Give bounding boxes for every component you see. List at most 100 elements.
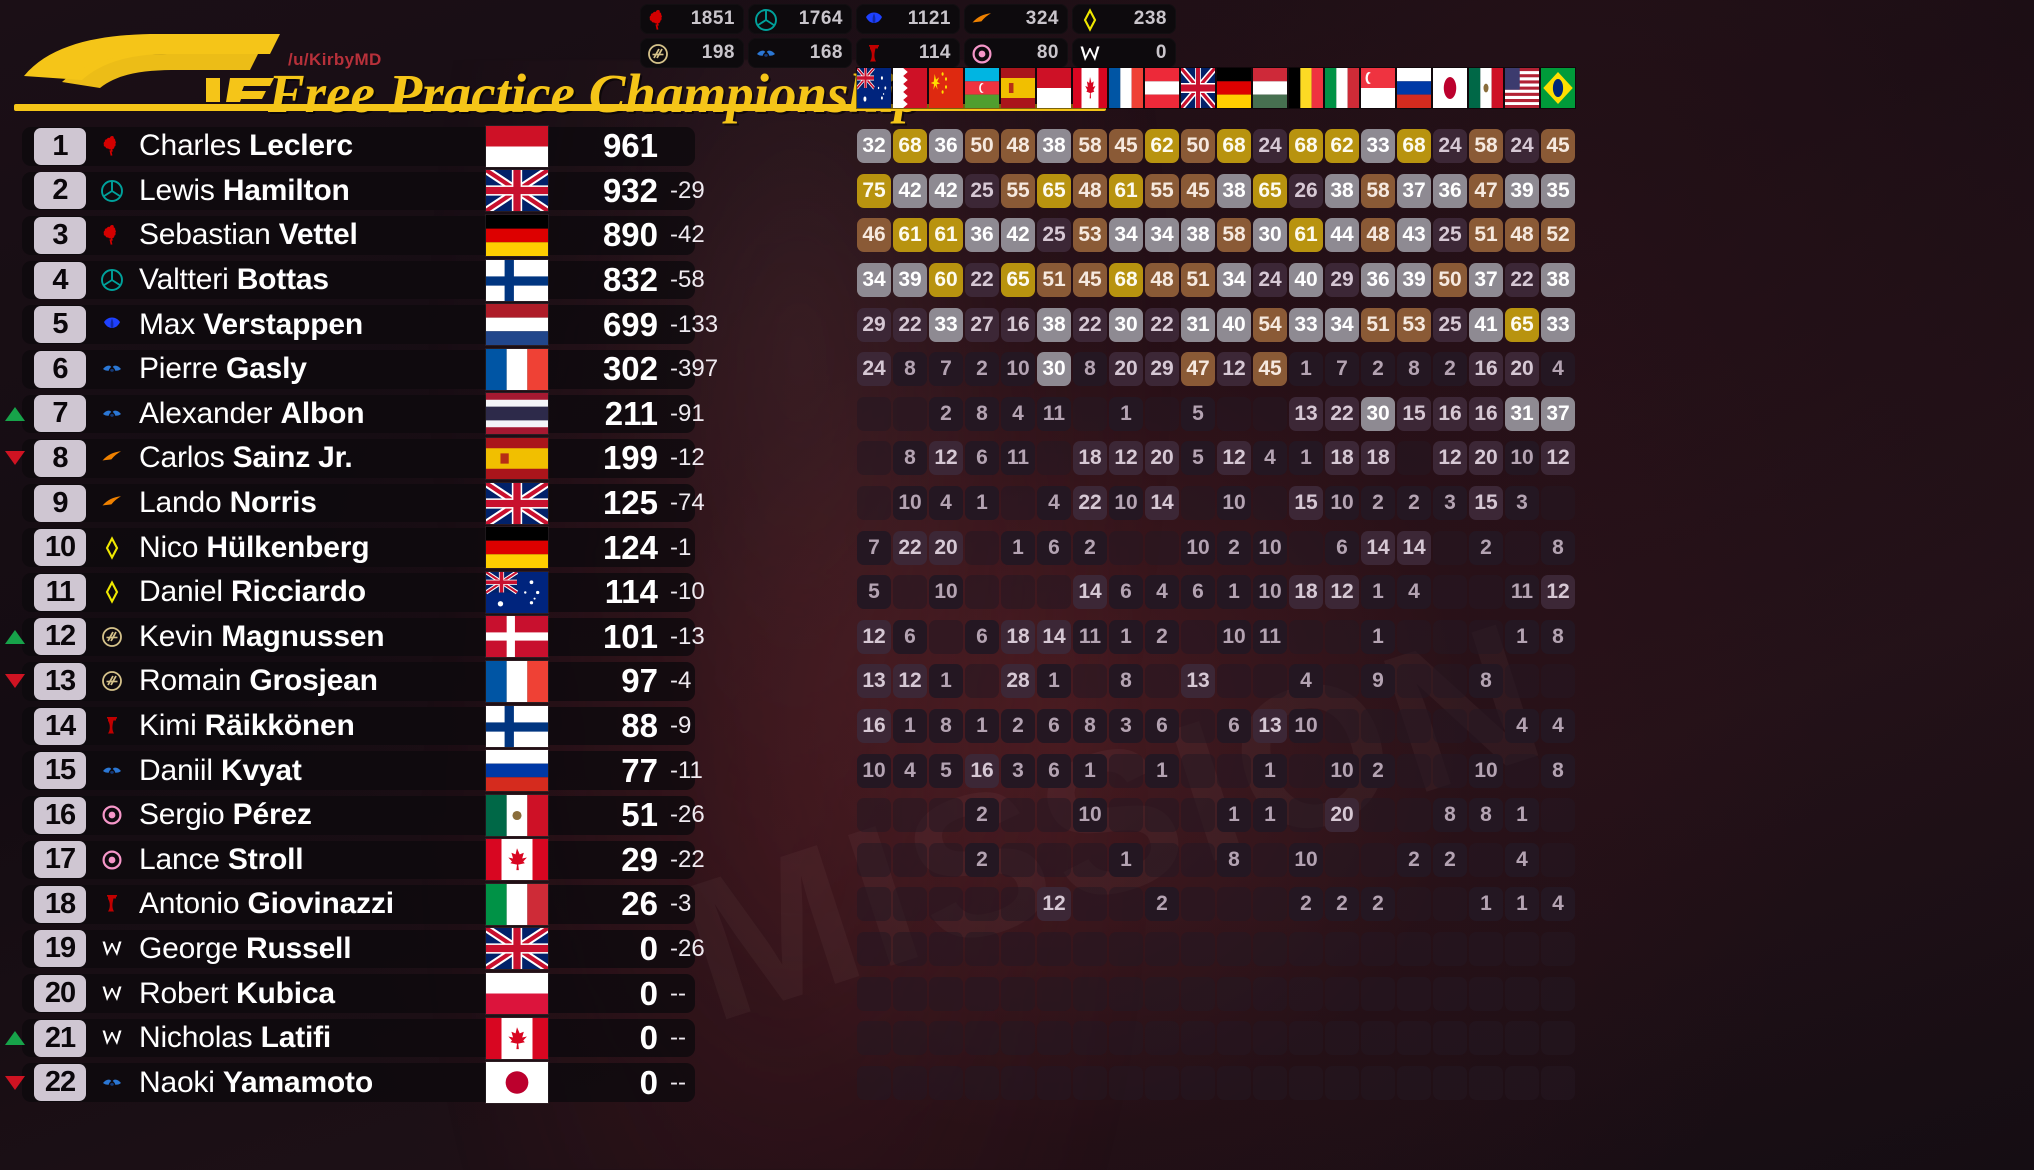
result-cell (1433, 709, 1467, 744)
result-cell (1109, 1065, 1143, 1100)
result-cell: 8 (1073, 709, 1107, 744)
result-cell: 14 (1073, 575, 1107, 610)
tororosso-logo-icon (91, 1068, 133, 1098)
table-row[interactable]: 12 Kevin Magnussen 101 -13 (0, 615, 905, 660)
table-row[interactable]: 22 Naoki Yamamoto 0 -- (0, 1060, 905, 1105)
flag-australia-header[interactable] (857, 68, 891, 108)
table-row[interactable]: 10 Nico Hülkenberg 124 -1 (0, 525, 905, 570)
table-row[interactable]: 17 Lance Stroll 29 -22 (0, 838, 905, 883)
results-row: 75 42 42 25 55 65 48 61 55 45 38 65 26 38 58 37 36 47 39 35 (857, 169, 1575, 214)
table-row[interactable]: 14 Kimi Räikkönen 88 -9 (0, 704, 905, 749)
result-cell (893, 1021, 927, 1056)
flag-azerbaijan-header[interactable] (965, 68, 999, 108)
result-cell: 22 (1505, 263, 1539, 298)
result-cell (1145, 1021, 1179, 1056)
result-cell (1397, 664, 1431, 699)
result-cell: 10 (1469, 753, 1503, 788)
flag-bahrain-header[interactable] (893, 68, 927, 108)
table-row[interactable]: 19 George Russell 0 -26 (0, 927, 905, 972)
flag-austria-header[interactable] (1145, 68, 1179, 108)
result-cell: 29 (1145, 352, 1179, 387)
flag-singapore-header[interactable] (1361, 68, 1395, 108)
result-cell: 8 (1397, 352, 1431, 387)
flag-canada-header[interactable] (1073, 68, 1107, 108)
table-row[interactable]: 15 Daniil Kvyat 77 -11 (0, 748, 905, 793)
result-cell: 6 (965, 441, 999, 476)
flag-monaco-header[interactable] (1037, 68, 1071, 108)
flag-japan-header[interactable] (1433, 68, 1467, 108)
table-row[interactable]: 20 Robert Kubica 0 -- (0, 971, 905, 1016)
flag-belgium-header[interactable] (1289, 68, 1323, 108)
result-cell: 8 (1469, 664, 1503, 699)
result-cell (1433, 664, 1467, 699)
result-cell: 48 (1145, 263, 1179, 298)
result-cell: 58 (1469, 129, 1503, 164)
table-row[interactable]: 18 Antonio Giovinazzi 26 -3 (0, 882, 905, 927)
result-cell (1145, 976, 1179, 1011)
result-cell (1073, 931, 1107, 966)
constructor-pill[interactable]: 168 (748, 38, 852, 68)
driver-name: Pierre Gasly (139, 352, 484, 386)
result-cell: 30 (1361, 396, 1395, 431)
constructor-pill[interactable]: 238 (1072, 4, 1176, 34)
driver-first-name: Kevin (139, 619, 214, 653)
constructor-pill[interactable]: 1121 (856, 4, 960, 34)
flag-brazil-header[interactable] (1541, 68, 1575, 108)
table-row[interactable]: 9 Lando Norris 125 -74 (0, 481, 905, 526)
flag-spain-header[interactable] (1001, 68, 1035, 108)
flag-china-header[interactable] (929, 68, 963, 108)
table-row[interactable]: 6 Pierre Gasly 302 -397 (0, 347, 905, 392)
table-row[interactable]: 16 Sergio Pérez 51 -26 (0, 793, 905, 838)
flag-italy-header[interactable] (1325, 68, 1359, 108)
table-row[interactable]: 21 Nicholas Latifi 0 -- (0, 1016, 905, 1061)
table-row[interactable]: 11 Daniel Ricciardo 114 -10 (0, 570, 905, 615)
flag-russia (486, 750, 548, 792)
result-cell: 50 (1433, 263, 1467, 298)
flag-germany-header[interactable] (1217, 68, 1251, 108)
result-cell (1073, 976, 1107, 1011)
constructor-pill[interactable]: 0 (1072, 38, 1176, 68)
ferrari-logo-icon (91, 220, 133, 250)
result-cell: 48 (1361, 218, 1395, 253)
flag-usa-header[interactable] (1505, 68, 1539, 108)
results-row: 46 61 61 36 42 25 53 34 34 38 58 30 61 44 48 43 25 51 48 52 (857, 213, 1575, 258)
result-cell: 55 (1001, 173, 1035, 208)
result-cell (1397, 753, 1431, 788)
result-cell: 6 (1325, 530, 1359, 565)
result-cell: 2 (1469, 530, 1503, 565)
result-cell (1397, 1021, 1431, 1056)
result-cell: 4 (1145, 575, 1179, 610)
table-row[interactable]: 5 Max Verstappen 699 -133 (0, 302, 905, 347)
flag-italy (486, 883, 548, 925)
table-row[interactable]: 3 Sebastian Vettel 890 -42 (0, 213, 905, 258)
result-cell: 60 (929, 263, 963, 298)
result-cell (1433, 887, 1467, 922)
results-row (857, 1016, 1575, 1061)
position-badge: 13 (34, 662, 86, 700)
constructor-pill[interactable]: 324 (964, 4, 1068, 34)
table-row[interactable]: 2 Lewis Hamilton 932 -29 (0, 169, 905, 214)
constructor-pill[interactable]: 80 (964, 38, 1068, 68)
flag-hungary-header[interactable] (1253, 68, 1287, 108)
flag-russia-header[interactable] (1397, 68, 1431, 108)
constructor-pill[interactable]: 1851 (640, 4, 744, 34)
table-row[interactable]: 4 Valtteri Bottas 832 -58 (0, 258, 905, 303)
constructor-pill[interactable]: 198 (640, 38, 744, 68)
flag-france-header[interactable] (1109, 68, 1143, 108)
driver-name: Lewis Hamilton (139, 174, 484, 208)
result-cell (1001, 575, 1035, 610)
result-cell: 51 (1361, 307, 1395, 342)
result-cell: 1 (893, 709, 927, 744)
table-row[interactable]: 7 Alexander Albon 211 -91 (0, 392, 905, 437)
row-background (22, 617, 695, 657)
table-row[interactable]: 13 Romain Grosjean 97 -4 (0, 659, 905, 704)
constructor-pill[interactable]: 114 (856, 38, 960, 68)
flag-mexico-header[interactable] (1469, 68, 1503, 108)
constructor-pill[interactable]: 1764 (748, 4, 852, 34)
table-row[interactable]: 8 Carlos Sainz Jr. 199 -12 (0, 436, 905, 481)
driver-gap: -91 (670, 399, 705, 427)
constructor-row: 198 168 114 80 0 (640, 38, 1200, 68)
table-row[interactable]: 1 Charles Leclerc 961 (0, 124, 905, 169)
flag-great-britain-header[interactable] (1181, 68, 1215, 108)
result-cell (1541, 842, 1575, 877)
